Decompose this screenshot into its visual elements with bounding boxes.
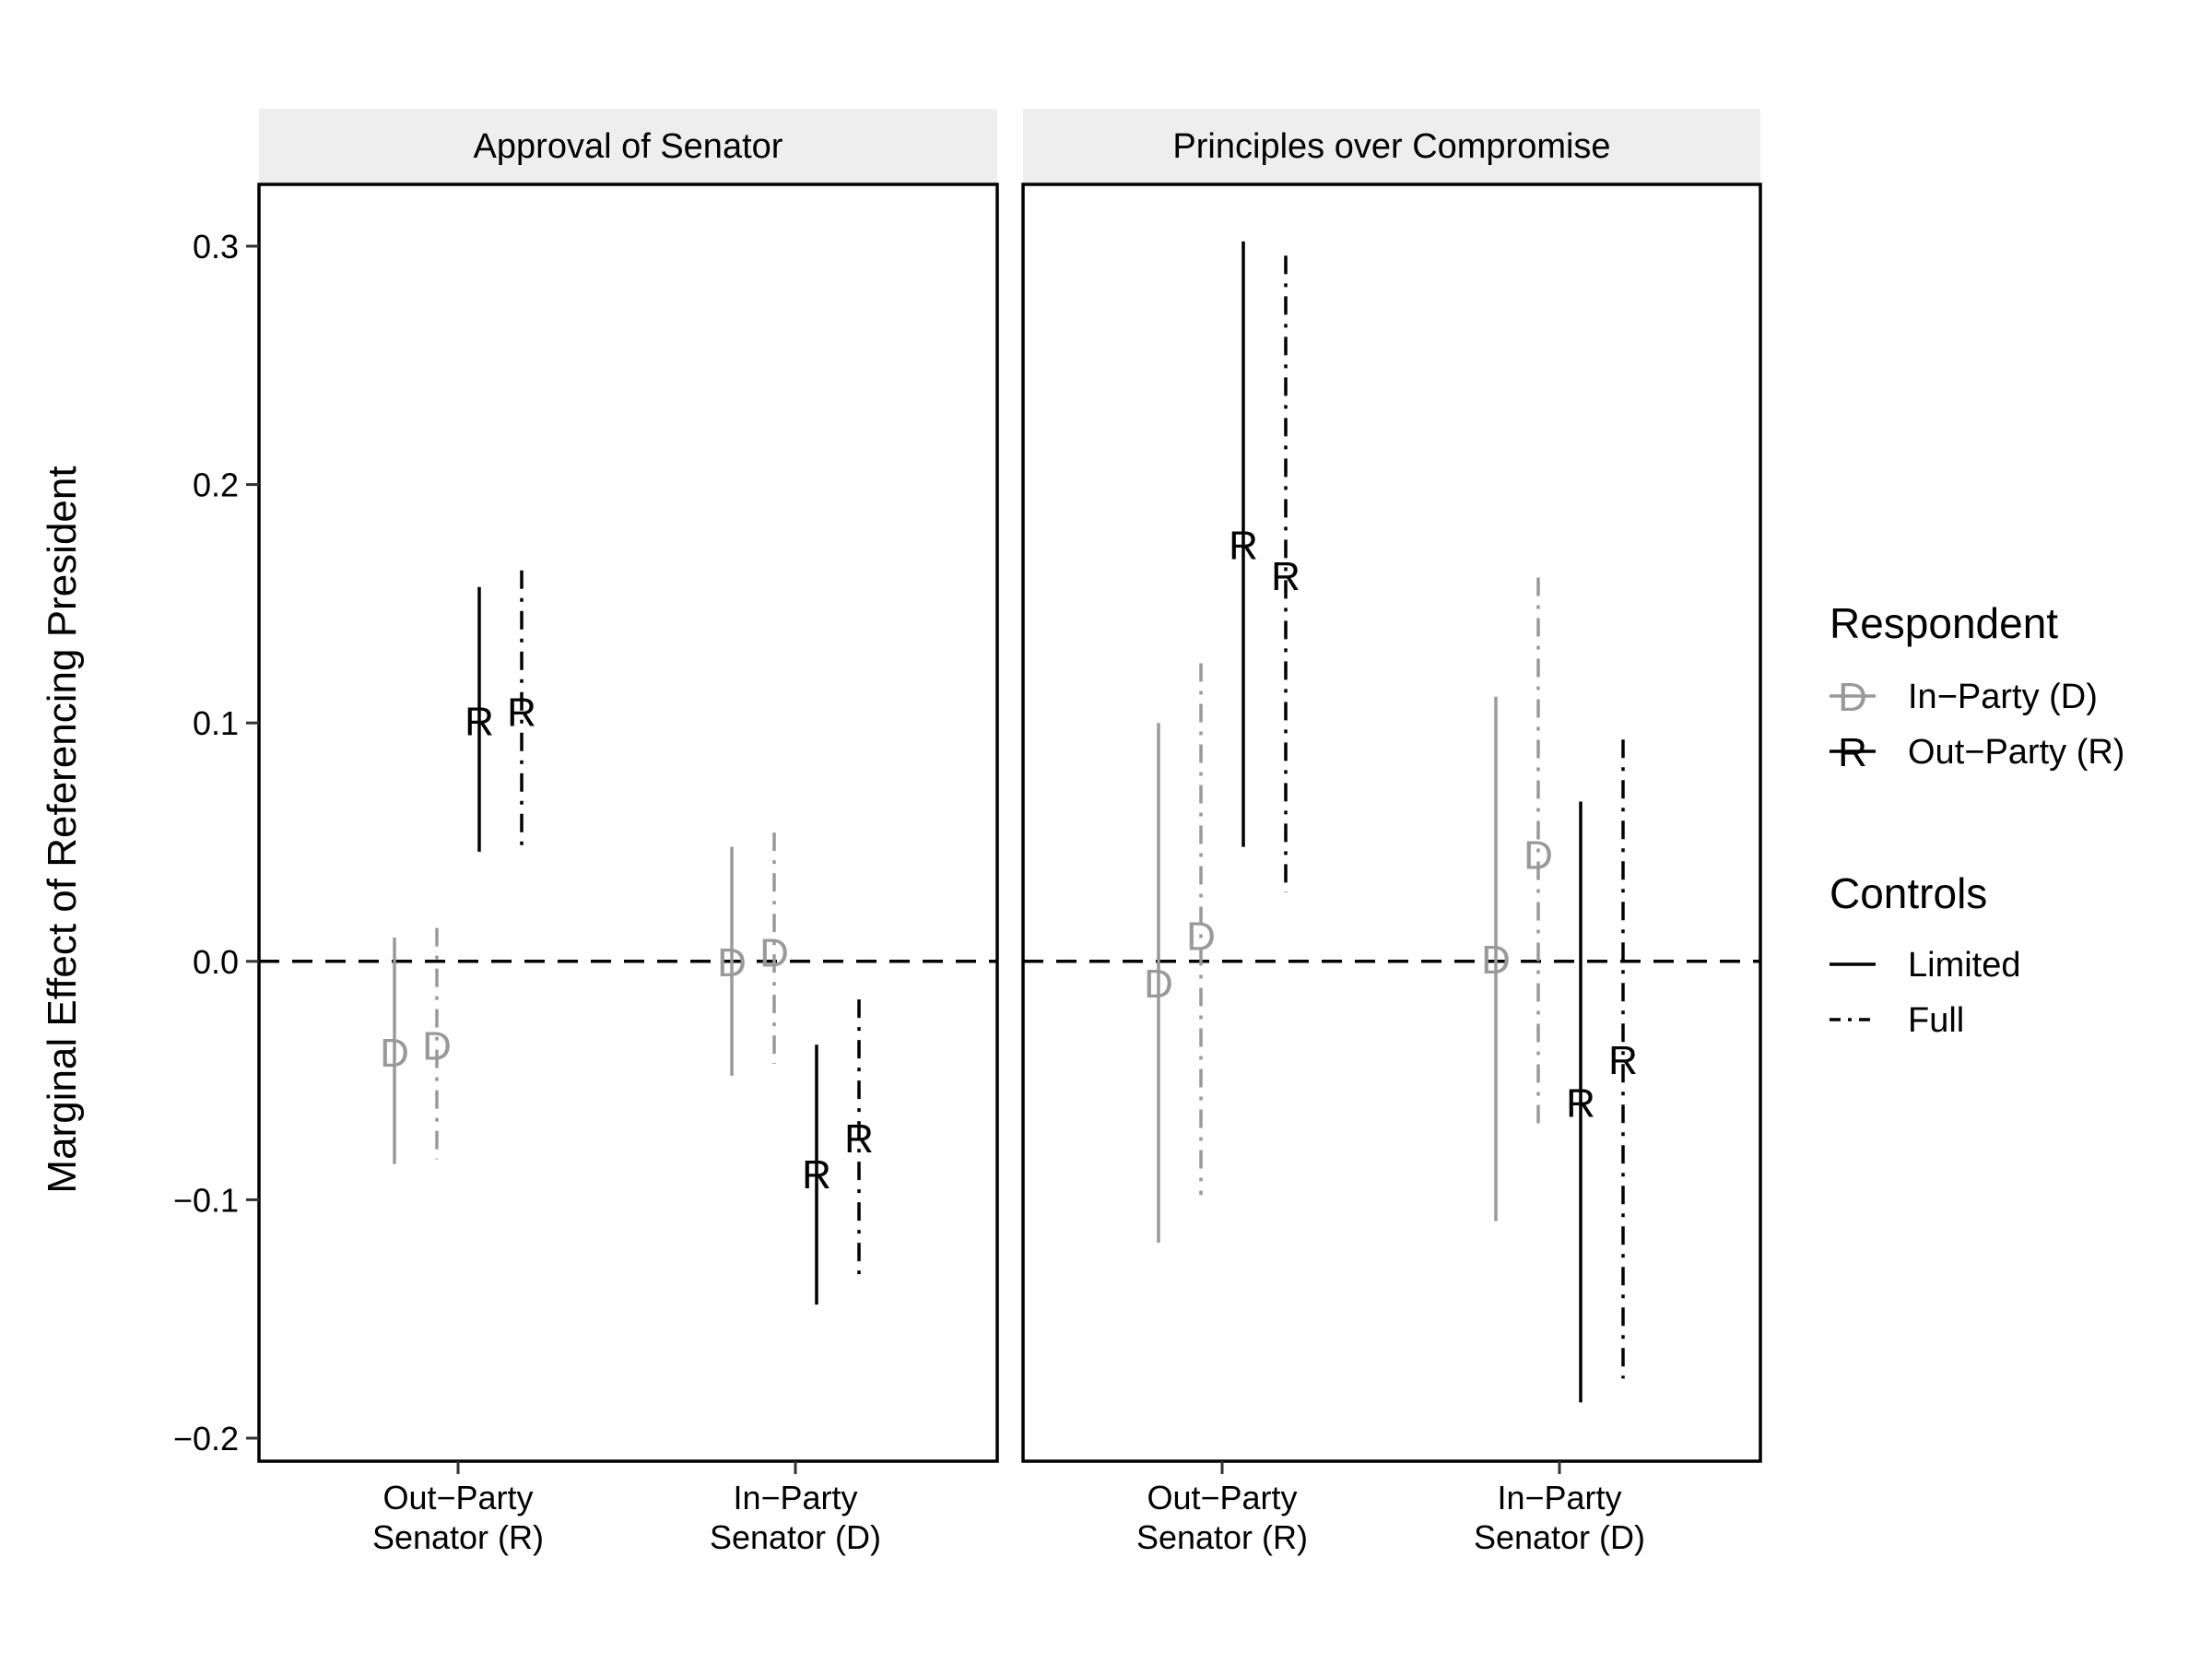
y-tick-label: −0.1 bbox=[173, 1181, 239, 1219]
legend: Respondent D In−Party (D) R Out−Party (R) Con… bbox=[1830, 599, 2124, 1040]
panel-border bbox=[1021, 183, 1762, 1463]
point-marker: D bbox=[1481, 938, 1511, 983]
legend-title-respondent: Respondent bbox=[1830, 599, 2058, 647]
legend-label: In−Party (D) bbox=[1908, 678, 2098, 716]
point-marker: R bbox=[1229, 523, 1258, 568]
legend-key-marker: R bbox=[1838, 730, 1867, 775]
panel-strip-background bbox=[1023, 109, 1760, 184]
x-tick-label: Senator (D) bbox=[710, 1518, 881, 1556]
x-tick-label: Senator (R) bbox=[372, 1518, 544, 1556]
x-tick-label: In−Party bbox=[733, 1479, 857, 1516]
x-tick-label: Senator (R) bbox=[1136, 1518, 1308, 1556]
point-marker: D bbox=[1524, 832, 1553, 878]
x-tick-label: Out−Party bbox=[1147, 1479, 1297, 1516]
y-axis-title: Marginal Effect of Referencing President bbox=[40, 466, 85, 1193]
point-marker: R bbox=[844, 1116, 874, 1162]
legend-key-marker: D bbox=[1838, 675, 1867, 720]
legend-title-controls: Controls bbox=[1830, 869, 1987, 917]
legend-label: Full bbox=[1908, 1001, 1964, 1040]
point-marker: D bbox=[1144, 962, 1173, 1007]
y-tick-label: 0.0 bbox=[193, 943, 239, 981]
y-tick-label: 0.2 bbox=[193, 466, 239, 504]
point-marker: D bbox=[422, 1023, 452, 1068]
point-marker: R bbox=[802, 1152, 831, 1198]
point-marker: D bbox=[1186, 914, 1216, 959]
point-marker: D bbox=[759, 930, 789, 975]
y-tick-label: 0.3 bbox=[193, 228, 239, 266]
point-marker: R bbox=[507, 690, 536, 735]
x-tick-label: Senator (D) bbox=[1474, 1518, 1645, 1556]
legend-label: Limited bbox=[1908, 946, 2021, 985]
panel-title: Approval of Senator bbox=[474, 127, 783, 166]
point-marker: R bbox=[1271, 554, 1300, 599]
point-marker: R bbox=[465, 700, 494, 745]
y-tick-label: 0.1 bbox=[193, 704, 239, 742]
point-marker: R bbox=[1608, 1038, 1638, 1083]
panel-2: Principles over CompromiseDDRRDDRROut−Pa… bbox=[1021, 109, 1762, 1556]
x-tick-label: Out−Party bbox=[382, 1479, 533, 1516]
panel-title: Principles over Compromise bbox=[1172, 127, 1610, 166]
x-tick-label: In−Party bbox=[1497, 1479, 1621, 1516]
point-marker: R bbox=[1566, 1080, 1595, 1126]
panel-strip-background bbox=[259, 109, 997, 184]
panel-border bbox=[257, 183, 999, 1463]
point-marker: D bbox=[380, 1031, 409, 1076]
y-tick-label: −0.2 bbox=[173, 1420, 239, 1457]
point-marker: D bbox=[717, 940, 747, 985]
legend-label: Out−Party (R) bbox=[1908, 733, 2124, 772]
